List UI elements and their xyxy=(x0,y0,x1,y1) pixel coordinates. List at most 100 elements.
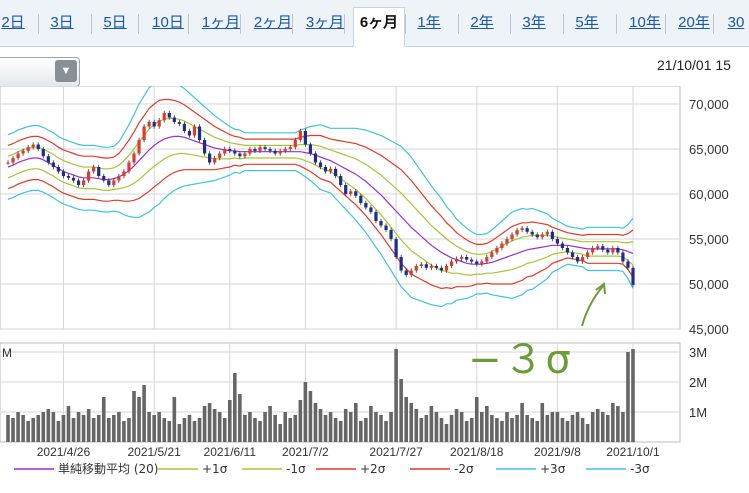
candle-body xyxy=(82,180,86,185)
candle-body xyxy=(389,230,393,239)
volume-bar xyxy=(525,415,529,442)
candle-body xyxy=(263,147,267,149)
candle-body xyxy=(11,158,15,163)
candle-body xyxy=(500,243,504,248)
tab-period-14[interactable]: 30 xyxy=(727,14,745,31)
band-line-m2 xyxy=(7,163,634,290)
volume-bar xyxy=(177,424,182,442)
candle-body xyxy=(238,153,242,157)
volume-bar xyxy=(595,409,600,442)
candle-body xyxy=(616,248,620,253)
volume-bar xyxy=(520,403,524,442)
candle-body xyxy=(339,176,343,185)
volume-bar xyxy=(101,397,106,442)
candle-body xyxy=(606,249,610,253)
volume-bar xyxy=(36,415,41,442)
candle-body xyxy=(298,131,302,140)
candle-body xyxy=(147,122,151,127)
candle-body xyxy=(46,156,50,163)
candle-body xyxy=(182,123,187,131)
volume-bar xyxy=(212,409,217,442)
tab-period-12[interactable]: 10年 xyxy=(629,14,661,31)
volume-bar xyxy=(419,418,424,442)
volume-bar xyxy=(11,418,15,442)
candle-body xyxy=(87,171,91,181)
y-tick-label: 65,000 xyxy=(689,142,729,157)
chevron-down-icon[interactable]: ▼ xyxy=(55,60,77,82)
candle-body xyxy=(258,147,262,151)
tab-separator xyxy=(188,14,189,34)
volume-bar xyxy=(611,403,615,442)
volume-bar xyxy=(379,415,383,442)
candle-body xyxy=(122,171,126,176)
volume-bar xyxy=(570,415,575,442)
band-line-p2 xyxy=(7,98,634,245)
volume-bar xyxy=(515,415,519,442)
candle-body xyxy=(273,150,277,154)
volume-bar xyxy=(353,403,358,442)
candle-body xyxy=(308,144,313,154)
volume-tick-label: 1M xyxy=(689,405,707,420)
stock-price-chart: 2021/4/26 2021/5/21 2021/6/11 2021/7/2 2021/… xyxy=(0,86,729,476)
x-tick-label: 2021/8/18 xyxy=(450,445,504,459)
volume-bar xyxy=(414,409,419,442)
tab-separator xyxy=(344,14,345,34)
candle-body xyxy=(192,126,197,136)
candle-body xyxy=(515,230,519,235)
tab-period-10[interactable]: 3年 xyxy=(522,14,546,31)
legend-label-p1: +1σ xyxy=(202,462,228,476)
tab-period-1[interactable]: 3日 xyxy=(50,14,74,31)
tab-period-0[interactable]: 2日 xyxy=(1,14,25,31)
volume-bar xyxy=(46,409,51,442)
candle-body xyxy=(218,153,222,158)
tab-separator xyxy=(91,14,92,34)
candle-body xyxy=(137,140,141,154)
volume-bar xyxy=(278,424,282,442)
candle-body xyxy=(510,234,514,239)
candle-body xyxy=(419,264,423,266)
volume-bar xyxy=(162,418,167,442)
tab-period-9[interactable]: 2年 xyxy=(470,14,494,31)
volume-bar xyxy=(107,418,111,442)
volume-bar xyxy=(399,379,403,442)
volume-bar xyxy=(127,418,131,442)
volume-bar xyxy=(444,424,449,442)
volume-bar xyxy=(510,418,514,442)
volume-bar xyxy=(449,415,454,442)
volume-bar xyxy=(369,406,373,442)
volume-bar xyxy=(500,421,504,442)
volume-bar xyxy=(540,403,545,442)
tab-period-5[interactable]: 2ヶ月 xyxy=(253,14,293,31)
candle-body xyxy=(394,239,398,257)
volume-bar xyxy=(479,412,484,442)
volume-bar xyxy=(192,421,197,442)
chart-type-dropdown[interactable]: ▼ xyxy=(0,57,80,87)
candle-body xyxy=(31,144,35,148)
candle-body xyxy=(92,167,96,172)
tab-period-6[interactable]: 3ヶ月 xyxy=(305,14,345,31)
legend-label-p3: +3σ xyxy=(540,462,566,476)
volume-bar xyxy=(550,412,555,442)
volume-bar xyxy=(182,418,187,442)
candle-body xyxy=(127,162,131,172)
x-tick-label: 2021/10/1 xyxy=(606,445,660,459)
candle-body xyxy=(626,261,630,268)
annotation-arrow-head xyxy=(595,282,606,295)
tab-period-4[interactable]: 1ヶ月 xyxy=(201,14,241,31)
volume-bar xyxy=(258,421,262,442)
tab-period-2[interactable]: 5日 xyxy=(103,14,127,31)
candle-body xyxy=(202,140,207,154)
candle-body xyxy=(157,120,161,127)
tab-period-7[interactable]: 6ヶ月 xyxy=(353,7,405,47)
volume-bar xyxy=(575,412,580,442)
candle-body xyxy=(369,207,373,212)
tab-period-11[interactable]: 5年 xyxy=(575,14,599,31)
tab-separator xyxy=(138,14,139,34)
tab-period-3[interactable]: 10日 xyxy=(152,14,184,31)
x-tick-label: 2021/5/21 xyxy=(127,445,181,459)
volume-bar xyxy=(152,415,156,442)
legend-label-ma: 単純移動平均 (20) xyxy=(58,462,158,476)
candle-body xyxy=(102,176,106,181)
tab-period-13[interactable]: 20年 xyxy=(678,14,710,31)
tab-period-8[interactable]: 1年 xyxy=(417,14,441,31)
